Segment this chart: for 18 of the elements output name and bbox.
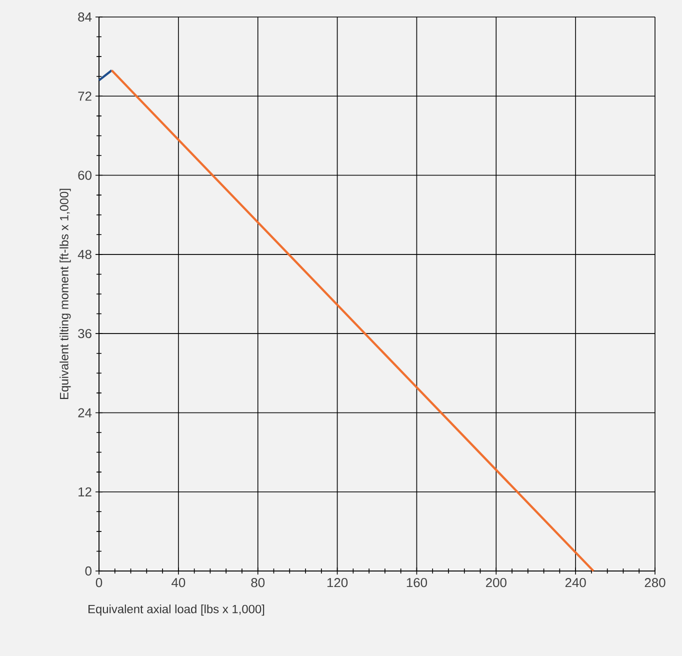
y-tick-label: 0 — [85, 566, 92, 576]
x-tick-label: 0 — [96, 578, 102, 588]
x-tick-label: 200 — [486, 578, 506, 588]
x-tick-label: 280 — [644, 578, 666, 588]
y-tick-label: 84 — [78, 12, 92, 22]
y-tick-label: 48 — [78, 250, 92, 260]
x-tick-label: 120 — [327, 578, 348, 588]
y-tick-label: 36 — [78, 328, 92, 338]
x-tick-label: 40 — [172, 578, 186, 588]
y-tick-label: 24 — [78, 408, 92, 418]
x-axis-title: Equivalent axial load [lbs x 1,000] — [88, 604, 264, 616]
y-axis-title: Equivalent tilting moment [ft-lbs x 1,000] — [60, 188, 71, 400]
y-tick-label: 12 — [78, 487, 92, 496]
x-tick-label: 80 — [251, 578, 265, 588]
y-tick-label: 60 — [78, 170, 92, 180]
y-tick-label: 72 — [78, 92, 92, 101]
x-tick-label: 160 — [406, 578, 428, 588]
x-tick-label: 240 — [565, 578, 586, 588]
